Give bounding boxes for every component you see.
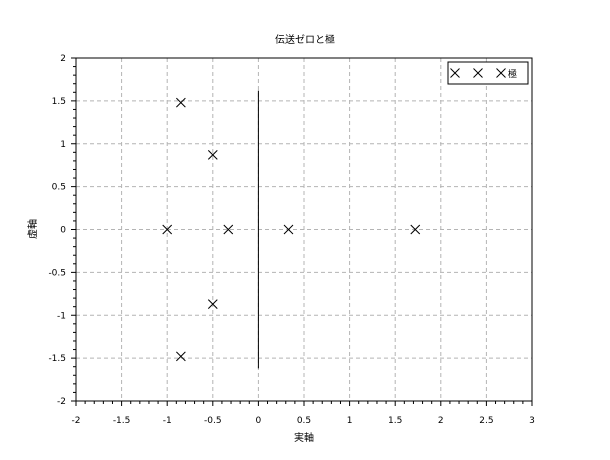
legend: 極 [447, 61, 529, 85]
marker-stroke [410, 224, 421, 235]
y-tick-label: 1 [60, 140, 66, 150]
pole-marker [283, 224, 294, 235]
x-tick-label: 1 [347, 416, 353, 426]
marker-stroke [473, 68, 483, 78]
x-tick-label: -1.5 [113, 416, 131, 426]
x-tick-label: -2 [72, 416, 81, 426]
pole-marker [162, 224, 173, 235]
x-tick-label: -0.5 [204, 416, 222, 426]
pole-marker [223, 224, 234, 235]
axis-ticks [71, 57, 533, 406]
pole-marker [176, 97, 186, 108]
marker-stroke [176, 351, 186, 362]
legend-box [447, 61, 529, 85]
pole-marker [207, 299, 218, 309]
y-tick-label: -1 [57, 311, 66, 321]
x-tick-label: 2 [438, 416, 444, 426]
pole-marker [207, 150, 218, 160]
x-tick-label: 1.5 [388, 416, 402, 426]
y-tick-label: 2 [60, 54, 66, 64]
marker-stroke [496, 68, 506, 78]
marker-stroke [207, 150, 218, 160]
y-tick-label: 0.5 [52, 183, 66, 193]
x-tick-label: 0 [256, 416, 262, 426]
x-axis-title: 実軸 [294, 431, 314, 444]
tick-labels: -2 -1.5 -1 -0.5 0 0.5 1 1.5 2 2.5 3 -2 -1.5 -1 -0.5 0 0.… [48, 54, 534, 426]
y-tick-label: 1.5 [52, 97, 66, 107]
x-tick-label: -1 [163, 416, 172, 426]
marker-stroke [283, 224, 294, 235]
x-tick-label: 2.5 [479, 416, 493, 426]
y-tick-label: -1.5 [48, 354, 66, 364]
y-axis-title: 虚軸 [26, 219, 39, 239]
y-tick-label: 0 [60, 226, 66, 236]
marker-stroke [207, 299, 218, 309]
marker-stroke [176, 97, 186, 108]
pole-markers [162, 97, 421, 362]
legend-marker [496, 68, 506, 78]
y-tick-label: -0.5 [48, 268, 66, 278]
legend-marker [473, 68, 483, 78]
marker-stroke [162, 224, 173, 235]
marker-stroke [450, 68, 460, 78]
marker-stroke [223, 224, 234, 235]
chart-title: 伝送ゼロと極 [275, 33, 335, 46]
legend-label: 極 [508, 68, 517, 80]
x-tick-label: 3 [529, 416, 535, 426]
pole-marker [410, 224, 421, 235]
pole-marker [176, 351, 186, 362]
y-tick-label: -2 [57, 397, 66, 407]
x-tick-label: 0.5 [297, 416, 311, 426]
legend-marker [450, 68, 460, 78]
